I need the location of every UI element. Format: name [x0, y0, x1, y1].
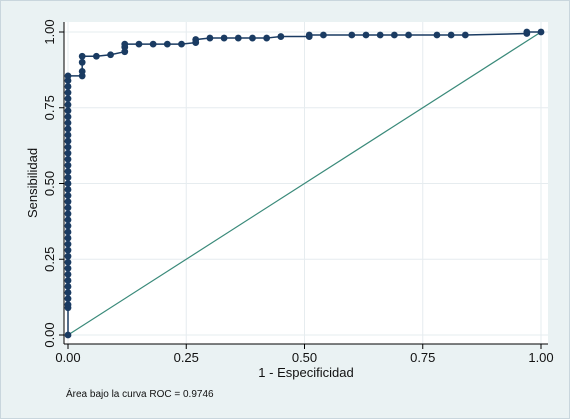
roc-point	[64, 204, 72, 212]
y-tick-label: 0.50	[42, 171, 57, 196]
roc-point	[64, 301, 72, 309]
roc-point	[64, 283, 72, 290]
roc-point	[64, 234, 72, 242]
roc-point	[249, 34, 256, 42]
roc-point	[64, 89, 72, 96]
roc-point	[78, 52, 86, 60]
roc-point	[64, 246, 72, 254]
roc-point	[263, 34, 271, 42]
roc-point	[64, 180, 72, 187]
x-tick-label: 1.00	[528, 350, 553, 365]
reference-line-path	[67, 31, 542, 336]
roc-point	[64, 174, 72, 181]
roc-point	[78, 58, 86, 66]
x-tick-label: 0.75	[410, 350, 435, 365]
roc-point	[64, 295, 72, 303]
y-ticks: 0.00 0.25 0.50 0.75 1.00	[42, 19, 64, 348]
roc-point	[64, 252, 72, 260]
roc-point	[64, 277, 72, 284]
roc-point	[64, 198, 72, 206]
y-tick-label: 1.00	[42, 19, 57, 44]
x-tick-label: 0.25	[174, 350, 199, 365]
roc-point	[64, 167, 72, 175]
roc-point	[64, 258, 72, 266]
roc-curve	[64, 28, 545, 339]
roc-point	[523, 28, 531, 36]
roc-point	[64, 192, 72, 200]
roc-point	[64, 216, 72, 224]
roc-point	[537, 28, 545, 36]
roc-point	[135, 40, 143, 48]
y-tick-label: 0.00	[42, 322, 57, 347]
roc-point	[64, 72, 72, 80]
roc-point	[64, 161, 72, 169]
roc-point	[64, 210, 72, 218]
roc-point	[121, 40, 129, 48]
roc-point	[149, 40, 157, 48]
roc-point	[376, 31, 384, 39]
roc-point	[64, 149, 72, 157]
roc-point	[163, 40, 171, 48]
y-tick-label: 0.25	[42, 247, 57, 272]
roc-point	[64, 186, 72, 193]
roc-point	[64, 131, 72, 139]
roc-point	[64, 107, 72, 115]
roc-point	[461, 31, 469, 39]
roc-point	[220, 34, 228, 42]
roc-point	[64, 271, 72, 278]
roc-point	[348, 31, 356, 39]
reference-line	[67, 31, 542, 336]
y-axis-title: Sensibilidad	[25, 148, 40, 218]
roc-point	[64, 331, 72, 339]
roc-point	[433, 31, 441, 39]
roc-point	[405, 31, 412, 39]
roc-point	[206, 34, 214, 42]
x-tick-label: 0.50	[292, 350, 317, 365]
roc-point	[92, 52, 100, 60]
roc-point	[192, 36, 200, 43]
roc-point	[64, 83, 72, 90]
x-ticks: 0.00 0.25 0.50 0.75 1.00	[55, 344, 554, 365]
roc-point	[64, 113, 72, 121]
roc-point	[64, 119, 72, 127]
roc-point	[64, 137, 72, 145]
roc-point	[178, 40, 185, 48]
roc-point	[234, 34, 242, 42]
roc-point	[320, 31, 327, 39]
roc-point	[64, 264, 72, 272]
roc-point	[64, 101, 72, 109]
x-axis-title: 1 - Especificidad	[258, 365, 353, 380]
roc-point	[390, 31, 398, 39]
roc-point	[107, 51, 114, 59]
roc-point	[362, 31, 370, 39]
roc-point	[78, 67, 86, 75]
roc-point	[64, 143, 72, 151]
roc-point	[64, 155, 72, 163]
roc-point	[447, 31, 455, 39]
roc-point	[64, 125, 72, 133]
roc-point	[64, 95, 72, 103]
roc-point	[64, 240, 72, 248]
roc-point	[64, 222, 72, 230]
roc-point	[64, 289, 72, 296]
roc-point	[305, 31, 313, 39]
auc-note: Área bajo la curva ROC = 0.9746	[66, 387, 214, 400]
y-tick-label: 0.75	[42, 95, 57, 120]
roc-point	[277, 33, 285, 40]
x-tick-label: 0.00	[55, 350, 80, 365]
roc-point	[64, 228, 72, 236]
